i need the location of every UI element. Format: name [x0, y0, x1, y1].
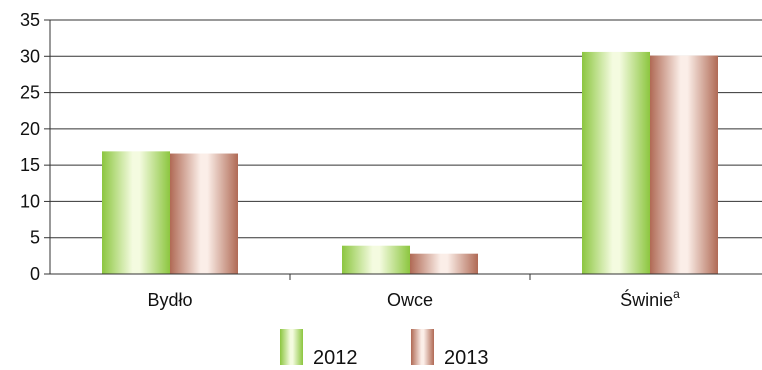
category-label-text: Bydło [147, 290, 192, 310]
category-label: Świniea [620, 287, 680, 310]
legend: 2012 2013 [280, 329, 489, 369]
category-label-text: Świnie [620, 289, 673, 310]
category-label: Owce [387, 290, 433, 310]
bar-2013-0 [170, 153, 238, 274]
y-tick-label: 5 [30, 228, 40, 248]
bar-2012-0 [102, 151, 170, 274]
y-tick-labels: 0 5 10 15 20 25 30 35 [20, 10, 40, 284]
y-tick-label: 30 [20, 46, 40, 66]
category-label: Bydło [147, 290, 192, 310]
bars [102, 51, 718, 275]
category-superscript: a [673, 287, 680, 301]
legend-label: 2013 [444, 347, 489, 369]
bar-2013-1 [410, 253, 478, 274]
y-tick-label: 15 [20, 155, 40, 175]
bar-2013-2 [650, 55, 718, 275]
legend-swatch-2012 [280, 329, 303, 365]
bar-2012-1 [342, 245, 410, 274]
axes [44, 20, 762, 275]
bar-2012-2 [582, 51, 650, 274]
category-label-text: Owce [387, 290, 433, 310]
category-labels: Bydło Owce Świniea [147, 274, 680, 310]
y-tick-label: 35 [20, 10, 40, 30]
legend-label: 2012 [313, 347, 358, 369]
y-tick-label: 0 [30, 264, 40, 284]
y-tick-label: 20 [20, 119, 40, 139]
legend-swatch-2013 [411, 329, 434, 365]
y-tick-label: 25 [20, 83, 40, 103]
y-tick-label: 10 [20, 191, 40, 211]
